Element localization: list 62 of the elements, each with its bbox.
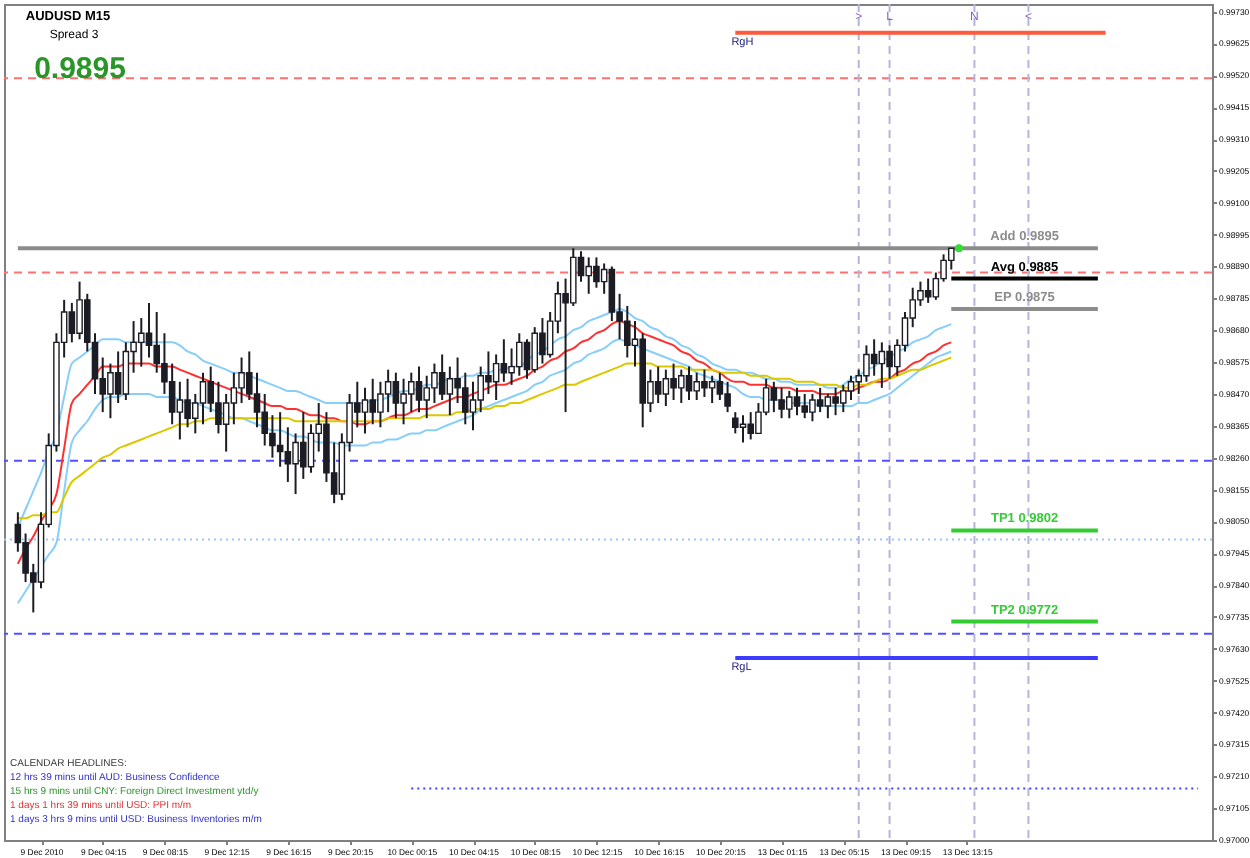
candlestick (469, 380, 477, 432)
candlestick (670, 362, 677, 401)
candlestick (924, 277, 932, 304)
candlestick (485, 350, 492, 395)
candlestick (824, 392, 832, 420)
candlestick (168, 362, 176, 426)
candlestick (68, 301, 76, 344)
candlestick (114, 350, 122, 405)
candlestick (384, 368, 392, 414)
annotation: 0.9895 (34, 52, 126, 86)
candlestick (585, 256, 593, 295)
candlestick (292, 432, 299, 496)
candlestick (492, 353, 500, 401)
candlestick (608, 265, 616, 323)
candlestick (685, 365, 693, 401)
candlestick (716, 371, 724, 401)
candlestick (500, 338, 508, 383)
candlestick (400, 377, 407, 426)
candlestick (693, 371, 701, 401)
candlestick (438, 353, 446, 401)
candlestick (531, 326, 539, 374)
line-series (16, 356, 953, 520)
candlestick (778, 386, 785, 420)
candlestick (816, 386, 824, 414)
candlestick (801, 392, 809, 420)
candlestick (369, 377, 377, 426)
candlestick (701, 368, 708, 398)
candlestick (832, 386, 839, 417)
candlestick (886, 344, 893, 380)
candlestick (230, 371, 238, 426)
candlestick (731, 411, 739, 435)
candlestick (770, 380, 778, 414)
candlestick (785, 389, 793, 420)
candlestick (199, 371, 207, 426)
candlestick (870, 338, 878, 377)
candlestick (515, 332, 523, 377)
candlestick (107, 362, 114, 420)
candlestick (708, 374, 716, 405)
candlestick (253, 371, 261, 429)
candlestick (677, 368, 685, 405)
candlestick (593, 256, 600, 289)
candlestick (654, 365, 662, 405)
candlestick (392, 371, 400, 420)
candlestick (847, 374, 855, 401)
candlestick (446, 365, 454, 417)
candlestick (176, 380, 184, 441)
candlestick (361, 386, 369, 435)
candlestick (747, 411, 755, 441)
candlestick (724, 380, 731, 414)
candlestick (878, 341, 886, 389)
candlestick (662, 368, 670, 408)
candlestick (76, 280, 83, 341)
candlestick (284, 426, 292, 483)
candlestick (539, 317, 546, 365)
candlestick (793, 386, 801, 417)
candlestick (222, 392, 230, 453)
candlestick (839, 383, 847, 414)
candlestick (122, 341, 130, 401)
candlestick (145, 301, 153, 359)
candlestick (415, 365, 423, 414)
candlestick (137, 317, 145, 368)
candlestick (809, 392, 816, 423)
